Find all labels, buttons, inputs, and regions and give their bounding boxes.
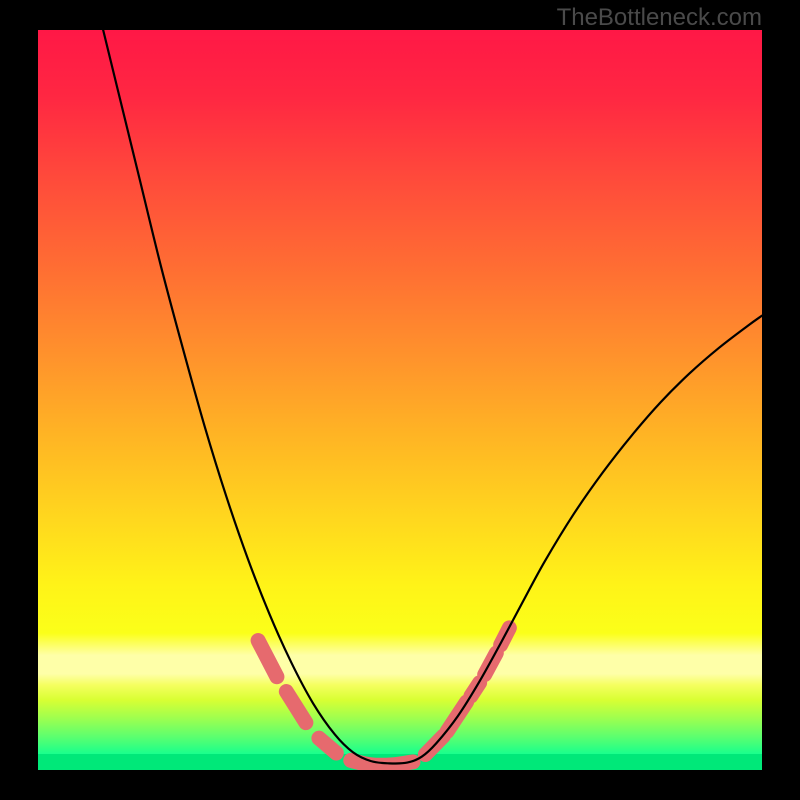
chart-stage: TheBottleneck.com — [0, 0, 800, 800]
plot-area — [38, 30, 762, 770]
watermark-text: TheBottleneck.com — [557, 4, 762, 32]
marker-segment — [319, 738, 336, 753]
marker-segment — [258, 641, 277, 677]
chart-overlay-svg — [38, 30, 762, 770]
marker-segment — [286, 692, 306, 723]
bottleneck-curve — [103, 30, 762, 764]
